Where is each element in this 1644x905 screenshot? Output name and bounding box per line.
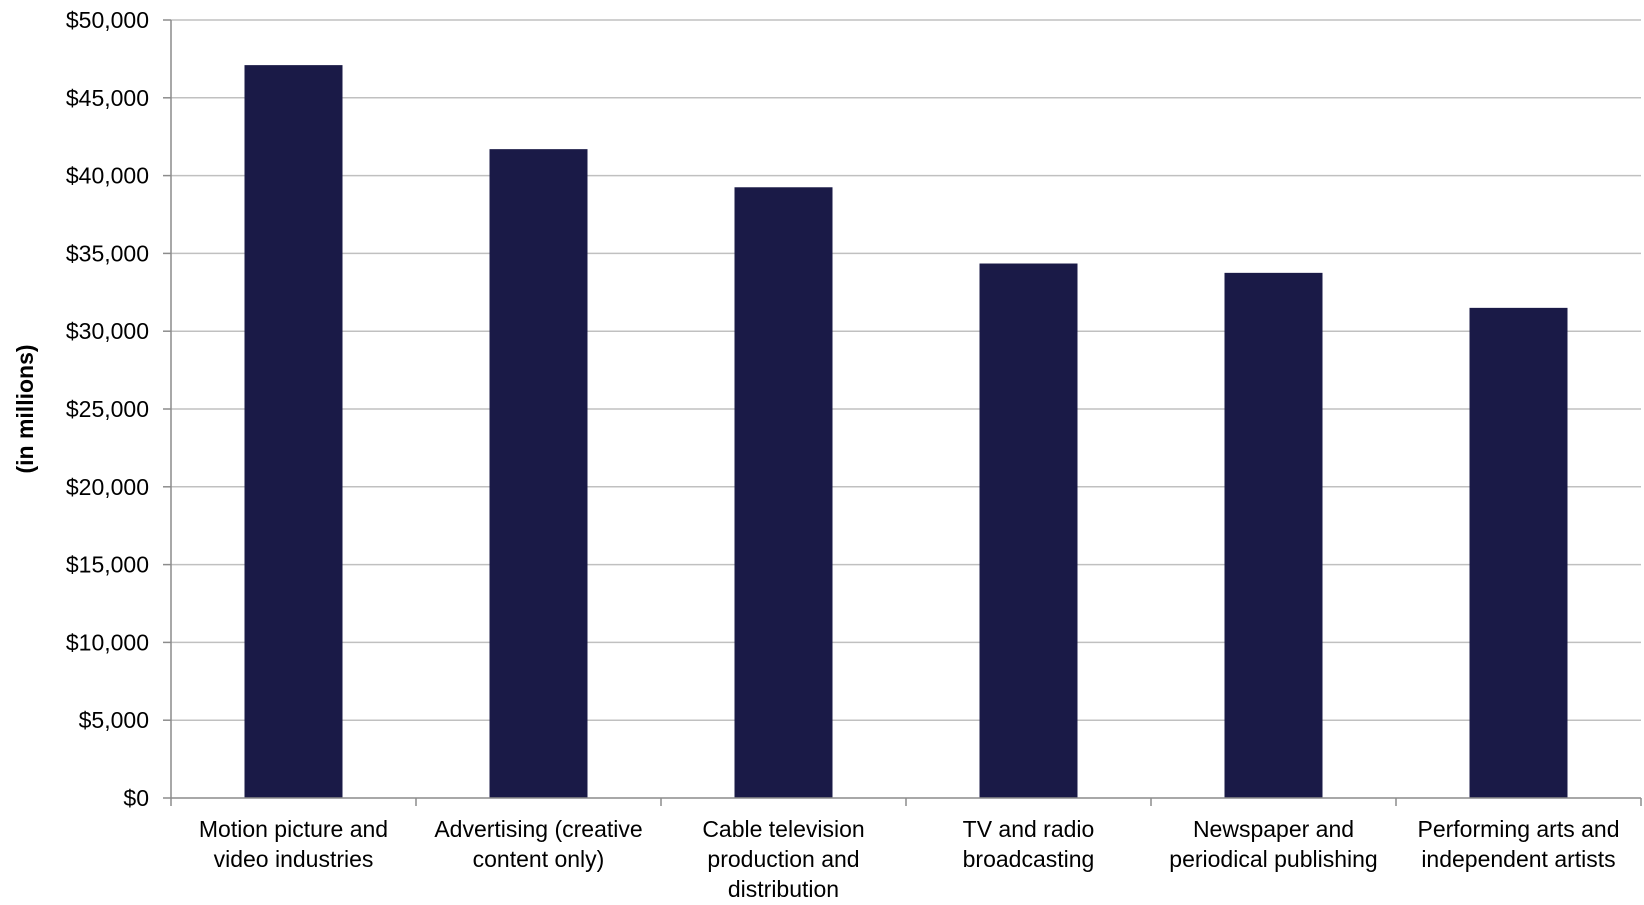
category-label-line: independent artists bbox=[1421, 846, 1615, 872]
category-label: TV and radio broadcasting bbox=[963, 816, 1095, 872]
category-label: Newspaper and periodical publishing bbox=[1169, 816, 1377, 872]
category-label: Advertising (creative content only) bbox=[434, 816, 642, 872]
category-label-line: Advertising (creative bbox=[434, 816, 642, 842]
category-label: Performing arts and independent artists bbox=[1418, 816, 1620, 872]
y-tick-label: $50,000 bbox=[66, 7, 149, 33]
bar bbox=[244, 65, 343, 798]
y-tick-labels: $0 $5,000 $10,000 $15,000 $20,000 $25,000 $30,… bbox=[66, 7, 149, 811]
bar bbox=[979, 263, 1078, 798]
bar bbox=[1224, 272, 1323, 799]
y-tick-label: $45,000 bbox=[66, 85, 149, 111]
category-label-line: production and bbox=[707, 846, 859, 872]
category-label-line: video industries bbox=[214, 846, 374, 872]
bars bbox=[244, 65, 1568, 799]
category-label-line: Cable television bbox=[702, 816, 864, 842]
category-label-line: content only) bbox=[473, 846, 605, 872]
category-label: Motion picture and video industries bbox=[199, 816, 388, 872]
category-label-line: Motion picture and bbox=[199, 816, 388, 842]
category-label-line: broadcasting bbox=[963, 846, 1095, 872]
gridlines bbox=[163, 19, 1641, 799]
bar bbox=[1469, 307, 1568, 798]
bar bbox=[489, 149, 588, 798]
x-tick-marks bbox=[170, 798, 1642, 806]
category-label-line: Newspaper and bbox=[1193, 816, 1354, 842]
y-tick-label: $35,000 bbox=[66, 240, 149, 266]
y-axis-title: (in millions) bbox=[12, 344, 38, 473]
category-label-line: periodical publishing bbox=[1169, 846, 1377, 872]
y-tick-label: $30,000 bbox=[66, 318, 149, 344]
y-tick-label: $0 bbox=[123, 785, 149, 811]
y-tick-label: $15,000 bbox=[66, 552, 149, 578]
category-label-line: Performing arts and bbox=[1418, 816, 1620, 842]
category-label-line: distribution bbox=[728, 876, 839, 900]
category-label-line: TV and radio bbox=[963, 816, 1095, 842]
bar bbox=[734, 187, 833, 798]
y-tick-label: $5,000 bbox=[79, 707, 149, 733]
y-tick-label: $10,000 bbox=[66, 629, 149, 655]
category-label: Cable television production and distributi… bbox=[702, 816, 864, 900]
y-tick-label: $40,000 bbox=[66, 163, 149, 189]
y-tick-label: $25,000 bbox=[66, 396, 149, 422]
category-labels: Motion picture and video industries Advert… bbox=[199, 816, 1620, 902]
y-tick-label: $20,000 bbox=[66, 474, 149, 500]
